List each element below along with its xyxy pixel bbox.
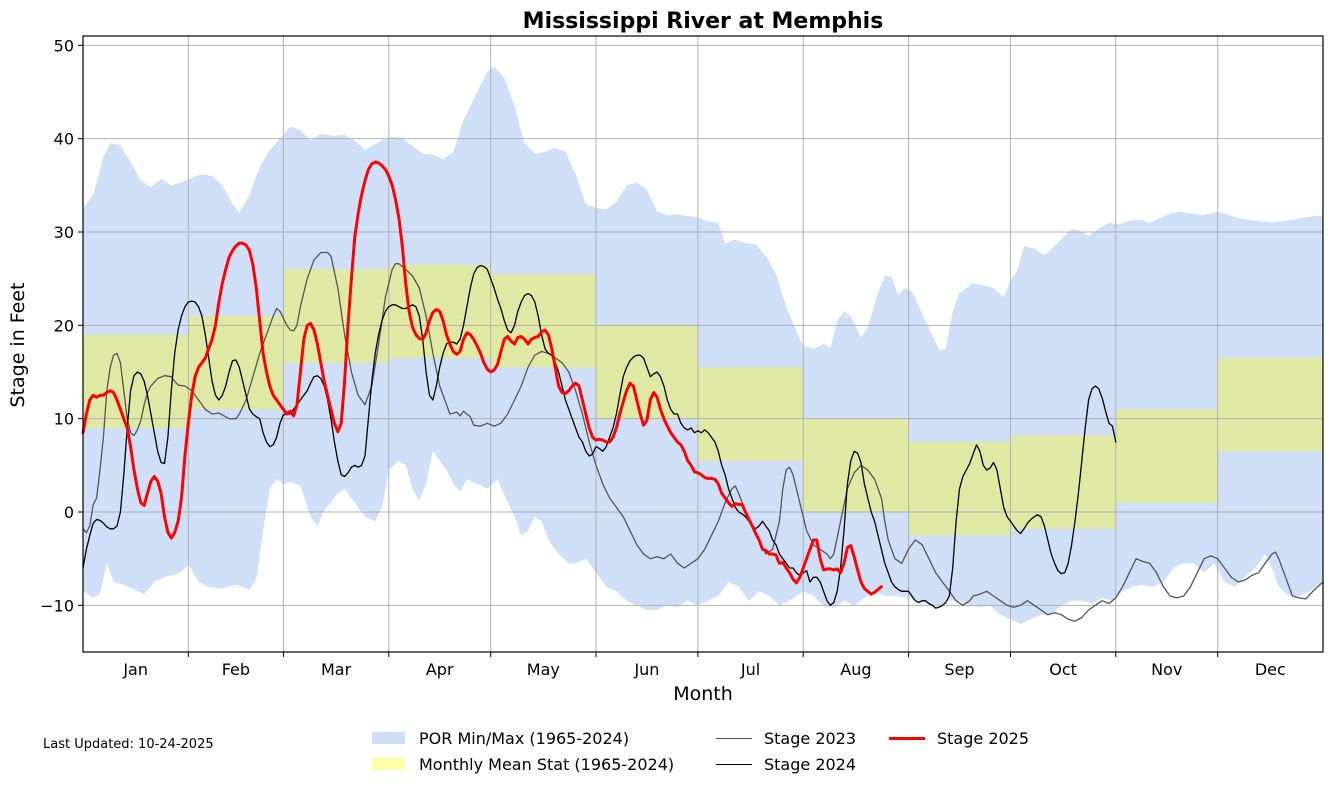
grid-lines: [83, 36, 1323, 652]
mean-band-jan: [83, 334, 189, 428]
y-tick-label: 10: [54, 410, 74, 429]
mean-band-mar: [283, 269, 389, 363]
mean-band-oct: [1010, 435, 1116, 529]
axes: [78, 35, 1324, 657]
last-updated-text: Last Updated: 10-24-2025: [43, 737, 214, 752]
legend-label: Stage 2024: [764, 754, 857, 774]
legend-label: Stage 2025: [937, 728, 1030, 748]
series-stage-2023: [82, 251, 1324, 622]
x-tick-label: Jun: [633, 660, 659, 679]
axes-frame: [82, 35, 1324, 653]
mean-band-jun: [595, 325, 698, 419]
y-tick-label: 50: [54, 36, 74, 55]
y-tick-label: 0: [64, 503, 74, 522]
mean-band-jul: [697, 367, 804, 461]
legend-patch-mean: [372, 758, 405, 770]
x-axis-label: Month: [673, 683, 733, 705]
chart-title: Mississippi River at Memphis: [523, 9, 884, 34]
x-tick-label: Feb: [222, 660, 250, 679]
legend-line-2023: [716, 737, 752, 739]
x-tick-label: Sep: [944, 660, 974, 679]
series-stage-2025: [81, 160, 883, 596]
y-tick-labels: −10 0 10 20 30 40 50: [40, 36, 74, 615]
y-tick-label: 30: [54, 223, 74, 242]
x-tick-label: Jan: [122, 660, 148, 679]
legend-label: POR Min/Max (1965-2024): [419, 728, 630, 748]
legend-line-2024: [716, 763, 752, 765]
mean-band-nov: [1115, 409, 1218, 503]
legend-patch-por: [372, 732, 405, 744]
y-tick-label: −10: [40, 596, 74, 615]
legend-item-mean: Monthly Mean Stat (1965-2024): [372, 753, 674, 775]
legend-label: Stage 2023: [764, 728, 857, 748]
x-tick-label: Aug: [840, 660, 871, 679]
x-tick-label: Nov: [1151, 660, 1182, 679]
legend-line-2025: [889, 736, 925, 740]
x-tick-label: Dec: [1255, 660, 1286, 679]
x-tick-label: Mar: [321, 660, 352, 679]
mean-band-aug: [803, 418, 909, 512]
mean-band-may: [490, 274, 596, 368]
legend-label: Monthly Mean Stat (1965-2024): [419, 754, 675, 774]
legend-item-2024: Stage 2024: [716, 753, 856, 775]
x-tick-label: Oct: [1049, 660, 1077, 679]
y-axis-label: Stage in Feet: [7, 282, 29, 407]
y-tick-label: 20: [54, 316, 74, 335]
x-tick-labels: Jan Feb Mar Apr May Jun Jul Aug Sep Oct Nov Dec: [122, 660, 1286, 679]
x-tick-label: Apr: [426, 660, 454, 679]
stage-series: [81, 160, 1324, 622]
y-tick-label: 40: [54, 130, 74, 149]
x-tick-label: Jul: [740, 660, 760, 679]
x-tick-label: May: [527, 660, 560, 679]
legend-item-por: POR Min/Max (1965-2024): [372, 727, 629, 749]
mean-band-dec: [1217, 358, 1323, 452]
legend-item-2023: Stage 2023: [716, 727, 856, 749]
legend-item-2025: Stage 2025: [889, 727, 1029, 749]
series-stage-2024: [82, 264, 1117, 609]
